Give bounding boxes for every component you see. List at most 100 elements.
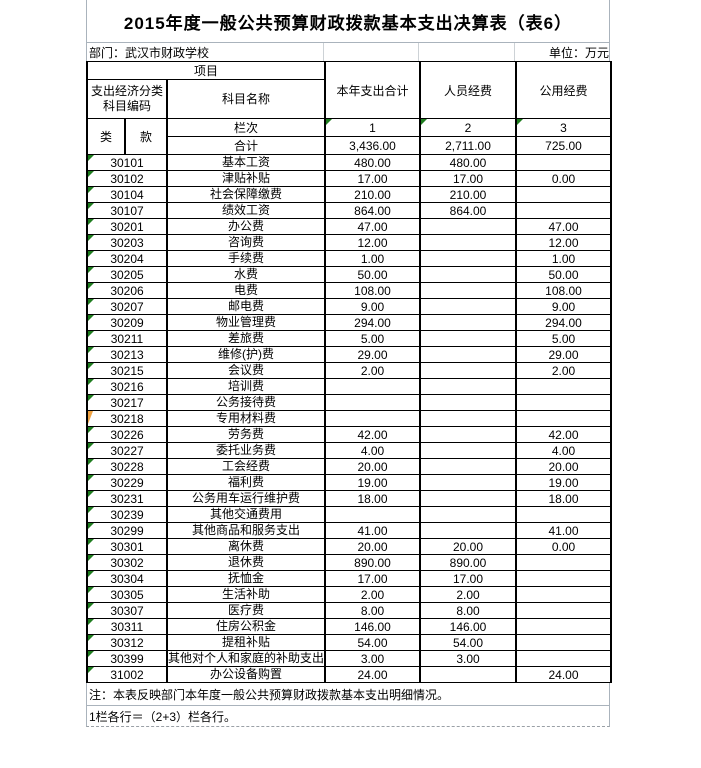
table-row: 30239 其他交通费用: [86, 506, 612, 523]
amount-public-cell: [515, 154, 612, 171]
col-header-total: 本年支出合计: [324, 61, 421, 119]
amount-public-cell: 50.00: [515, 266, 612, 283]
amount-total-cell: 41.00: [324, 522, 421, 539]
code-cell: 30218: [86, 410, 168, 427]
table-row: 30226 劳务费 42.00 42.00: [86, 426, 612, 443]
amount-total-cell: 108.00: [324, 282, 421, 299]
amount-personnel-cell: [419, 282, 517, 299]
amount-total-cell: 890.00: [324, 554, 421, 571]
table-row: 30215 会议费 2.00 2.00: [86, 362, 612, 379]
amount-public-cell: 9.00: [515, 298, 612, 315]
amount-total-cell: 864.00: [324, 202, 421, 219]
green-marker-icon: [89, 315, 94, 321]
amount-personnel-cell: 17.00: [419, 570, 517, 587]
code-cell: 30213: [86, 346, 168, 363]
amount-personnel-cell: [419, 234, 517, 251]
code-cell: 30104: [86, 186, 168, 203]
code-text: 30211: [110, 331, 144, 346]
amount-public-cell: 41.00: [515, 522, 612, 539]
green-marker-icon: [89, 299, 94, 305]
amount-personnel-cell: 864.00: [419, 202, 517, 219]
amount-total-cell: 5.00: [324, 330, 421, 347]
amount-total-cell: 47.00: [324, 218, 421, 235]
amount-public-cell: [515, 410, 612, 427]
green-marker-icon: [89, 331, 94, 337]
col-header-personnel: 人员经费: [419, 61, 517, 119]
code-text: 30304: [110, 571, 144, 586]
subject-name-cell: 会议费: [166, 362, 326, 379]
grand-total-personnel-cell: 2,711.00: [419, 136, 517, 155]
code-cell: 30227: [86, 442, 168, 459]
green-marker-icon: [89, 491, 94, 497]
header-rows: 项目 本年支出合计 人员经费 公用经费 支出经济分类科目编码 科目名称 类 款 …: [86, 61, 612, 155]
table-row: 30204 手续费 1.00 1.00: [86, 250, 612, 267]
col-number-3-cell: 3: [515, 118, 612, 137]
subject-name-cell: 维修(护)费: [166, 346, 326, 363]
header-row-project: 项目 本年支出合计 人员经费 公用经费: [86, 61, 612, 119]
amount-personnel-cell: 3.00: [419, 650, 517, 667]
amount-personnel-cell: 146.00: [419, 618, 517, 635]
green-marker-icon: [89, 203, 94, 209]
subject-name-cell: 福利费: [166, 474, 326, 491]
code-cell: 30209: [86, 314, 168, 331]
code-text: 30227: [110, 443, 144, 458]
code-cell: 31002: [86, 666, 168, 683]
class-header-cell: 类: [86, 118, 126, 155]
subject-name-cell: 基本工资: [166, 154, 326, 171]
amount-personnel-cell: [419, 346, 517, 363]
green-marker-icon: [89, 363, 94, 369]
amount-total-cell: 146.00: [324, 618, 421, 635]
code-text: 31002: [110, 667, 144, 682]
amount-public-cell: 2.00: [515, 362, 612, 379]
amount-total-cell: 294.00: [324, 314, 421, 331]
amount-public-cell: 4.00: [515, 442, 612, 459]
table-row: 30311 住房公积金 146.00 146.00: [86, 618, 612, 635]
code-cell: 30302: [86, 554, 168, 571]
table-row: 30206 电费 108.00 108.00: [86, 282, 612, 299]
subject-name-cell: 专用材料费: [166, 410, 326, 427]
expenditure-table: 项目 本年支出合计 人员经费 公用经费 支出经济分类科目编码 科目名称 类 款 …: [86, 61, 612, 683]
code-text: 30228: [110, 459, 144, 474]
green-marker-icon: [89, 155, 94, 161]
code-cell: 30201: [86, 218, 168, 235]
amount-personnel-cell: [419, 298, 517, 315]
amount-public-cell: 42.00: [515, 426, 612, 443]
amount-public-cell: [515, 554, 612, 571]
amount-total-cell: 9.00: [324, 298, 421, 315]
code-text: 30213: [110, 347, 144, 362]
subject-name-cell: 咨询费: [166, 234, 326, 251]
code-text: 30209: [110, 315, 144, 330]
amount-total-cell: [324, 506, 421, 523]
code-text: 30206: [110, 283, 144, 298]
table-row: 30305 生活补助 2.00 2.00: [86, 586, 612, 603]
amount-total-cell: 8.00: [324, 602, 421, 619]
subject-name-cell: 退休费: [166, 554, 326, 571]
code-cell: 30229: [86, 474, 168, 491]
code-cell: 30217: [86, 394, 168, 411]
amount-total-cell: 4.00: [324, 442, 421, 459]
item-header-cell: 款: [124, 118, 168, 155]
header-row-ranks: 类 款 栏次 1 2 3: [86, 118, 612, 155]
amount-public-cell: [515, 378, 612, 395]
subject-name-cell: 住房公积金: [166, 618, 326, 635]
code-text: 30217: [110, 395, 144, 410]
department-label: 部门：武汉市财政学校: [89, 45, 210, 60]
amount-total-cell: 20.00: [324, 538, 421, 555]
code-text: 30201: [110, 219, 144, 234]
amount-public-cell: [515, 202, 612, 219]
subject-name-cell: 离休费: [166, 538, 326, 555]
green-marker-icon: [89, 475, 94, 481]
table-row: 30201 办公费 47.00 47.00: [86, 218, 612, 235]
code-text: 30205: [110, 267, 144, 282]
header-row-code: 支出经济分类科目编码 科目名称: [86, 79, 611, 119]
subject-name-cell: 培训费: [166, 378, 326, 395]
code-cell: 30228: [86, 458, 168, 475]
amount-public-cell: 18.00: [515, 490, 612, 507]
meta-row: 部门：武汉市财政学校 单位：万元: [86, 43, 610, 61]
amount-personnel-cell: [419, 410, 517, 427]
amount-total-cell: 1.00: [324, 250, 421, 267]
code-cell: 30226: [86, 426, 168, 443]
table-row: 30301 离休费 20.00 20.00 0.00: [86, 538, 612, 555]
amount-public-cell: 47.00: [515, 218, 612, 235]
subject-name-cell: 电费: [166, 282, 326, 299]
